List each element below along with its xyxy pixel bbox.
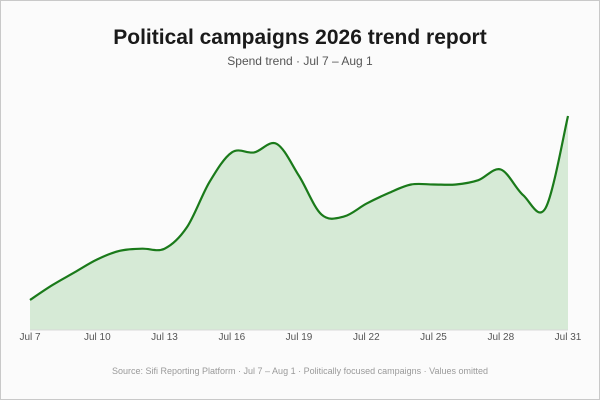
chart-subtitle: Spend trend · Jul 7 – Aug 1 <box>227 54 373 68</box>
x-tick-label: Jul 19 <box>286 332 313 343</box>
spend-trend-line <box>29 115 570 301</box>
spend-area-fill <box>30 116 568 330</box>
x-axis-ticks: Jul 7 Jul 10 Jul 13 Jul 16 Jul 19 Jul 22 Jul 2… <box>19 332 581 343</box>
x-tick-label: Jul 25 <box>420 332 447 343</box>
x-tick-label: Jul 13 <box>151 332 178 343</box>
chart-source-note: Source: Sifi Reporting Platform · Jul 7 … <box>111 366 488 376</box>
x-tick-label: Jul 16 <box>218 332 245 343</box>
x-tick-label: Jul 28 <box>487 332 514 343</box>
x-tick-label: Jul 31 <box>555 332 582 343</box>
x-tick-label: Jul 7 <box>19 332 41 343</box>
x-tick-label: Jul 22 <box>353 332 380 343</box>
chart-title: Political campaigns 2026 trend report <box>113 26 487 49</box>
x-tick-label: Jul 10 <box>84 332 111 343</box>
